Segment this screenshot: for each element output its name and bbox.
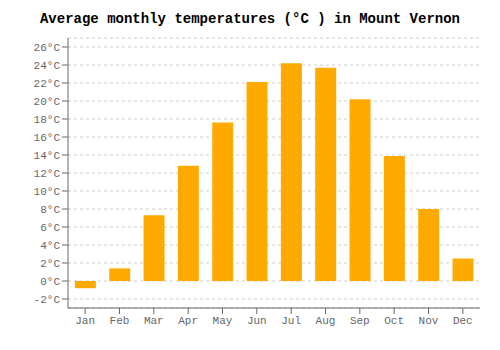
svg-text:8°C: 8°C [40, 204, 60, 216]
svg-text:Apr: Apr [178, 315, 198, 327]
svg-text:Jul: Jul [281, 315, 301, 327]
svg-text:Nov: Nov [419, 315, 439, 327]
svg-text:Sep: Sep [350, 315, 370, 327]
svg-text:Dec: Dec [453, 315, 473, 327]
svg-text:10°C: 10°C [34, 186, 61, 198]
svg-text:Jun: Jun [247, 315, 267, 327]
svg-text:14°C: 14°C [34, 150, 61, 162]
svg-text:16°C: 16°C [34, 132, 61, 144]
svg-text:4°C: 4°C [40, 240, 60, 252]
svg-text:24°C: 24°C [34, 60, 61, 72]
svg-text:18°C: 18°C [34, 114, 61, 126]
svg-text:22°C: 22°C [34, 78, 61, 90]
svg-text:20°C: 20°C [34, 96, 61, 108]
svg-text:0°C: 0°C [40, 276, 60, 288]
svg-text:26°C: 26°C [34, 42, 61, 54]
svg-text:2°C: 2°C [40, 258, 60, 270]
svg-text:-2°C: -2°C [34, 294, 61, 306]
svg-text:Mar: Mar [144, 315, 164, 327]
svg-text:Aug: Aug [316, 315, 336, 327]
svg-text:Jan: Jan [75, 315, 95, 327]
html-text:Average monthly temperatures (: Average monthly temperatures (°C ) in Mo… [40, 11, 460, 27]
svg-text:12°C: 12°C [34, 168, 61, 180]
svg-text:Feb: Feb [110, 315, 130, 327]
svg-text:May: May [213, 315, 233, 327]
svg-text:Oct: Oct [384, 315, 404, 327]
svg-text:6°C: 6°C [40, 222, 60, 234]
